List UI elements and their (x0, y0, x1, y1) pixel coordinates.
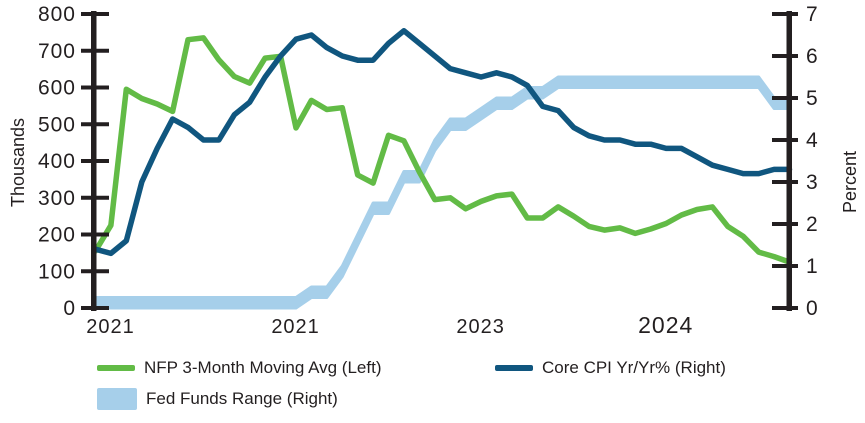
left-axis-tick (81, 122, 109, 127)
left-axis-tick-label: 400 (38, 150, 76, 173)
left-axis-tick (81, 269, 109, 274)
left-axis-title: Thousands (8, 117, 28, 207)
nfp-line-swatch (97, 364, 135, 371)
core-cpi-line (92, 28, 793, 257)
left-axis-tick (81, 232, 109, 237)
right-axis-tick-label: 5 (806, 87, 819, 110)
x-axis-tick-label: 2023 (456, 316, 505, 338)
legend-row-1: NFP 3-Month Moving Avg (Left) Core CPI Y… (97, 352, 837, 383)
left-axis-tick-label: 200 (38, 224, 76, 247)
left-axis-tick-label: 700 (38, 40, 76, 63)
right-axis-tick (772, 96, 798, 100)
legend-item-core-cpi: Core CPI Yr/Yr% (Right) (495, 358, 726, 378)
fed-funds-band-swatch (97, 387, 137, 410)
right-axis-tick (772, 264, 798, 268)
left-axis-tick (81, 12, 109, 16)
plot-area: 0 100 200 300 400 500 600 700 800 0 1 2 3 4 5 6 7 2021 202… (38, 3, 819, 338)
left-axis-tick (81, 48, 109, 53)
right-axis-tick-label: 4 (806, 129, 819, 152)
core-cpi-line-swatch (495, 364, 533, 371)
left-axis-tick-label: 0 (63, 297, 76, 320)
left-axis-tick-label: 600 (38, 77, 76, 100)
right-axis-tick (772, 54, 798, 58)
right-axis-tick (772, 12, 798, 16)
left-axis-tick-label: 500 (38, 113, 76, 136)
left-axis-tick (81, 159, 109, 163)
x-axis-tick-label: 2021 (86, 316, 135, 338)
legend-label-fed-funds: Fed Funds Range (Right) (146, 388, 338, 408)
fed-funds-band (94, 75, 791, 310)
left-axis-tick-label: 300 (38, 187, 76, 210)
legend-row-2: Fed Funds Range (Right) (97, 383, 837, 414)
right-axis-tick (772, 222, 798, 226)
right-axis-title: Percent (840, 150, 860, 213)
left-axis-tick (81, 306, 109, 310)
legend-item-fed-funds: Fed Funds Range (Right) (97, 387, 338, 410)
left-axis-tick (81, 195, 109, 200)
nfp-line (92, 35, 793, 265)
legend: NFP 3-Month Moving Avg (Left) Core CPI Y… (97, 352, 837, 414)
right-axis-tick-label: 3 (806, 171, 819, 194)
right-axis-tick (772, 306, 798, 310)
right-axis-tick (772, 138, 798, 142)
legend-item-nfp: NFP 3-Month Moving Avg (Left) (97, 358, 495, 378)
right-axis-tick-label: 1 (806, 255, 819, 278)
right-axis-tick-label: 7 (806, 3, 819, 26)
legend-label-nfp: NFP 3-Month Moving Avg (Left) (144, 357, 382, 377)
right-axis-line (786, 11, 792, 311)
right-axis-tick-label: 0 (806, 297, 819, 320)
x-axis-tick-label: 2021 (271, 316, 320, 338)
legend-label-core-cpi: Core CPI Yr/Yr% (Right) (542, 357, 726, 377)
left-axis-tick-label: 100 (38, 260, 76, 283)
left-axis-tick-label: 800 (38, 3, 76, 26)
right-axis-tick-label: 6 (806, 45, 819, 68)
right-axis-tick-label: 2 (806, 213, 819, 236)
left-axis-tick (81, 85, 109, 90)
right-axis-tick (772, 180, 798, 184)
x-axis-tick-label: 2024 (638, 312, 693, 338)
